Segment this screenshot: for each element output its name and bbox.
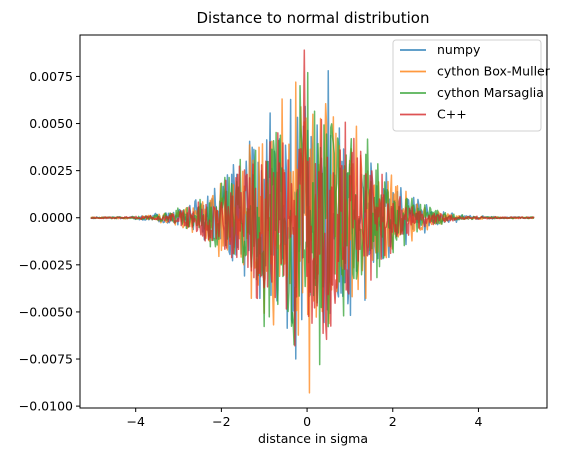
legend: numpy cython Box-Muller cython Marsaglia C+… [392,39,551,132]
series-layer [90,49,535,394]
x-axis: −4 −2 0 2 4 [126,408,482,429]
legend-label: numpy [437,42,481,57]
x-tick-label: −4 [126,414,144,429]
y-tick-label: −0.0100 [19,399,73,414]
y-tick-label: −0.0025 [19,257,73,272]
x-tick-label: 2 [389,414,397,429]
y-tick-label: 0.0025 [29,163,73,178]
x-tick-label: 4 [474,414,482,429]
x-axis-label: distance in sigma [258,431,368,446]
y-axis: −0.0100 −0.0075 −0.0050 −0.0025 0.0000 0.0025… [19,69,80,414]
y-tick-label: −0.0050 [19,304,73,319]
legend-label: cython Box-Muller [437,64,551,79]
legend-label: cython Marsaglia [437,85,544,100]
legend-label: C++ [437,107,467,122]
y-tick-label: 0.0000 [29,210,73,225]
y-tick-label: 0.0050 [29,116,73,131]
x-tick-label: 0 [303,414,311,429]
y-tick-label: −0.0075 [19,352,73,367]
y-tick-label: 0.0075 [29,69,73,84]
series-line-3 [90,49,535,347]
x-tick-label: −2 [212,414,230,429]
legend-box [392,39,542,132]
plot-frame [79,34,548,409]
chart-title: Distance to normal distribution [197,9,430,27]
